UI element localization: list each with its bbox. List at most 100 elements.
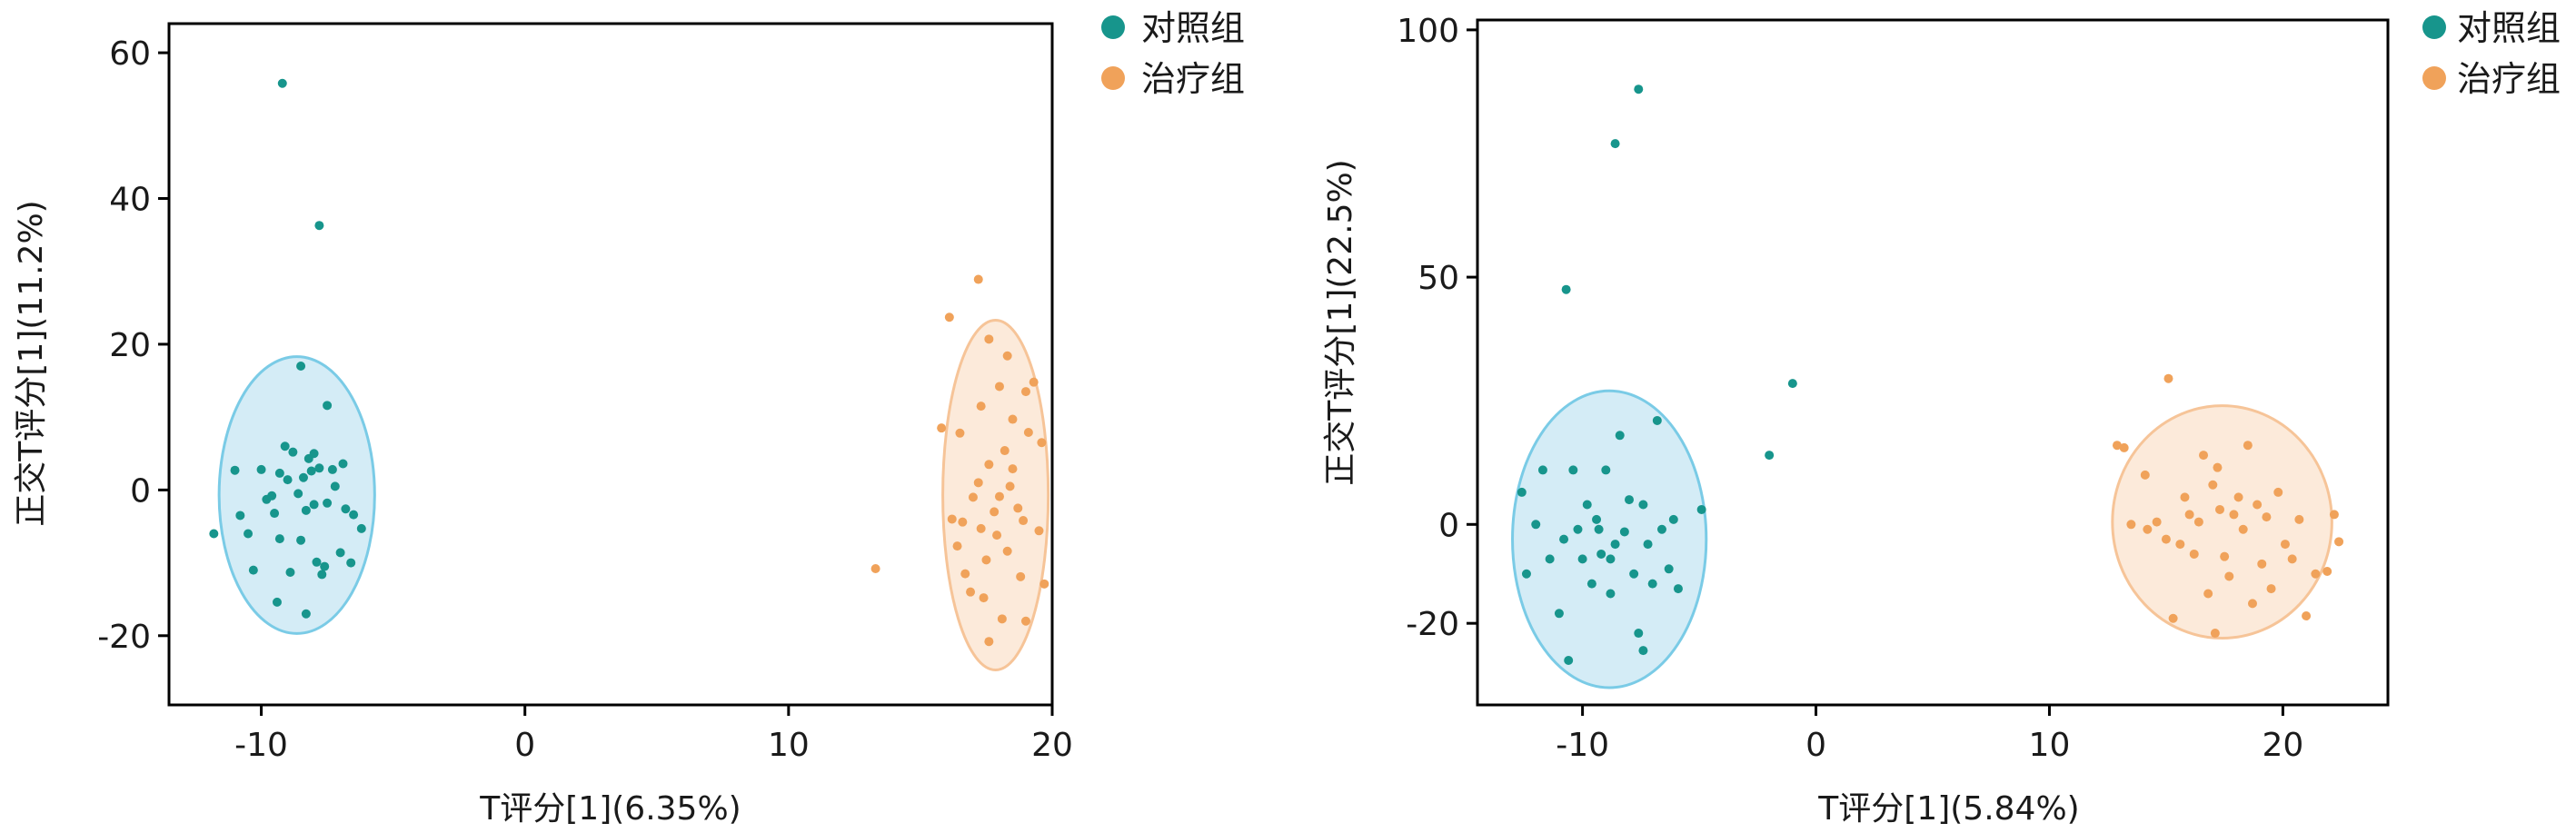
left-point-treatment	[1016, 571, 1026, 581]
left-point-control	[338, 459, 348, 469]
right-legend-control-label: 对照组	[2457, 8, 2561, 48]
right-y-axis: -20 0 50 100	[1397, 13, 1477, 643]
left-point-control	[323, 498, 333, 508]
right-point-treatment	[2163, 373, 2173, 383]
right-plot-frame	[1476, 18, 2390, 707]
right-point-control	[1606, 589, 1616, 599]
left-point-treatment	[1039, 579, 1049, 589]
left-point-treatment	[870, 564, 880, 573]
left-point-control	[356, 523, 366, 533]
right-legend-treatment-marker	[2422, 66, 2446, 90]
left-point-treatment	[1005, 481, 1015, 491]
left-point-control	[320, 561, 330, 571]
right-point-treatment	[2215, 504, 2225, 514]
left-point-treatment	[955, 428, 965, 438]
left-point-treatment	[1013, 503, 1023, 513]
right-point-control	[1765, 451, 1775, 461]
left-point-treatment	[1020, 387, 1030, 397]
right-x-tick-label: 10	[2029, 727, 2071, 764]
right-point-control	[1610, 540, 1620, 550]
right-point-treatment	[2140, 470, 2150, 480]
right-point-treatment	[2184, 510, 2194, 520]
right-point-treatment	[2152, 517, 2162, 527]
left-point-control	[274, 534, 284, 544]
left-point-treatment	[947, 514, 957, 524]
left-ellipses	[217, 318, 1050, 671]
right-point-treatment	[2243, 441, 2253, 451]
left-point-control	[349, 510, 359, 520]
left-point-treatment	[990, 507, 1000, 517]
left-point-control	[323, 401, 333, 411]
right-point-control	[1638, 500, 1648, 510]
right-point-control	[1564, 656, 1574, 666]
right-point-treatment	[2189, 549, 2199, 559]
right-y-tick-label: 0	[1438, 507, 1459, 544]
left-point-control	[283, 475, 293, 485]
left-point-treatment	[937, 423, 947, 433]
left-point-treatment	[1008, 464, 1018, 474]
right-point-control	[1634, 629, 1644, 639]
right-point-control	[1619, 527, 1629, 537]
right-point-treatment	[2203, 589, 2213, 599]
right-point-treatment	[2119, 442, 2129, 452]
right-points	[1517, 84, 2344, 666]
left-point-treatment	[1002, 351, 1012, 361]
left-point-treatment	[1020, 616, 1030, 626]
right-point-treatment	[2175, 540, 2185, 550]
left-point-treatment	[994, 491, 1004, 501]
right-point-control	[1554, 609, 1564, 619]
left-point-control	[330, 481, 340, 491]
left-point-control	[301, 505, 311, 515]
left-point-treatment	[984, 637, 994, 647]
left-point-treatment	[1034, 526, 1044, 536]
left-point-control	[244, 529, 254, 539]
right-point-control	[1545, 554, 1555, 564]
right-x-axis-title: T评分[1](5.84%)	[1817, 790, 2079, 828]
right-point-treatment	[2112, 441, 2122, 451]
right-point-treatment	[2180, 492, 2190, 502]
right-point-control	[1625, 495, 1634, 505]
right-point-control	[1592, 514, 1602, 524]
right-point-treatment	[2287, 554, 2297, 564]
left-x-axis: -10 0 10 20	[234, 705, 1073, 764]
right-point-control	[1668, 514, 1678, 524]
right-point-control	[1594, 524, 1604, 534]
left-point-control	[314, 463, 324, 473]
right-legend-control-marker	[2422, 15, 2446, 39]
left-point-control	[312, 557, 322, 567]
left-point-treatment	[968, 492, 978, 502]
left-point-control	[296, 362, 306, 372]
left-point-control	[230, 465, 240, 475]
left-point-control	[335, 548, 345, 558]
left-point-treatment	[973, 478, 983, 488]
right-point-control	[1634, 84, 1644, 94]
left-point-control	[267, 491, 277, 501]
left-point-treatment	[984, 460, 994, 470]
right-ellipses	[1511, 389, 2333, 689]
right-point-control	[1696, 504, 1706, 514]
right-point-treatment	[2247, 599, 2257, 609]
right-point-treatment	[2126, 520, 2136, 530]
left-point-treatment	[952, 541, 962, 551]
left-point-treatment	[1019, 516, 1029, 526]
left-y-tick-label: -20	[97, 619, 151, 656]
right-x-axis: -10 0 10 20	[1556, 705, 2303, 764]
right-point-control	[1601, 465, 1611, 475]
right-point-treatment	[2302, 611, 2312, 621]
left-point-control	[296, 535, 306, 545]
left-x-tick-label: 20	[1031, 727, 1073, 764]
right-point-treatment	[2168, 613, 2178, 623]
right-point-control	[1531, 520, 1541, 530]
left-legend: 对照组 治疗组	[1101, 8, 1245, 99]
left-y-tick-label: 40	[109, 182, 151, 219]
right-point-control	[1596, 549, 1606, 559]
left-y-axis-title: 正交T评分[1](11.2%)	[13, 200, 50, 526]
left-point-control	[280, 441, 290, 451]
left-point-control	[256, 464, 266, 474]
right-point-treatment	[2262, 512, 2272, 522]
right-x-tick-label: 0	[1805, 727, 1826, 764]
right-point-control	[1629, 569, 1639, 579]
right-point-control	[1586, 579, 1596, 589]
left-point-treatment	[984, 334, 994, 344]
right-x-tick-label: 20	[2262, 727, 2303, 764]
